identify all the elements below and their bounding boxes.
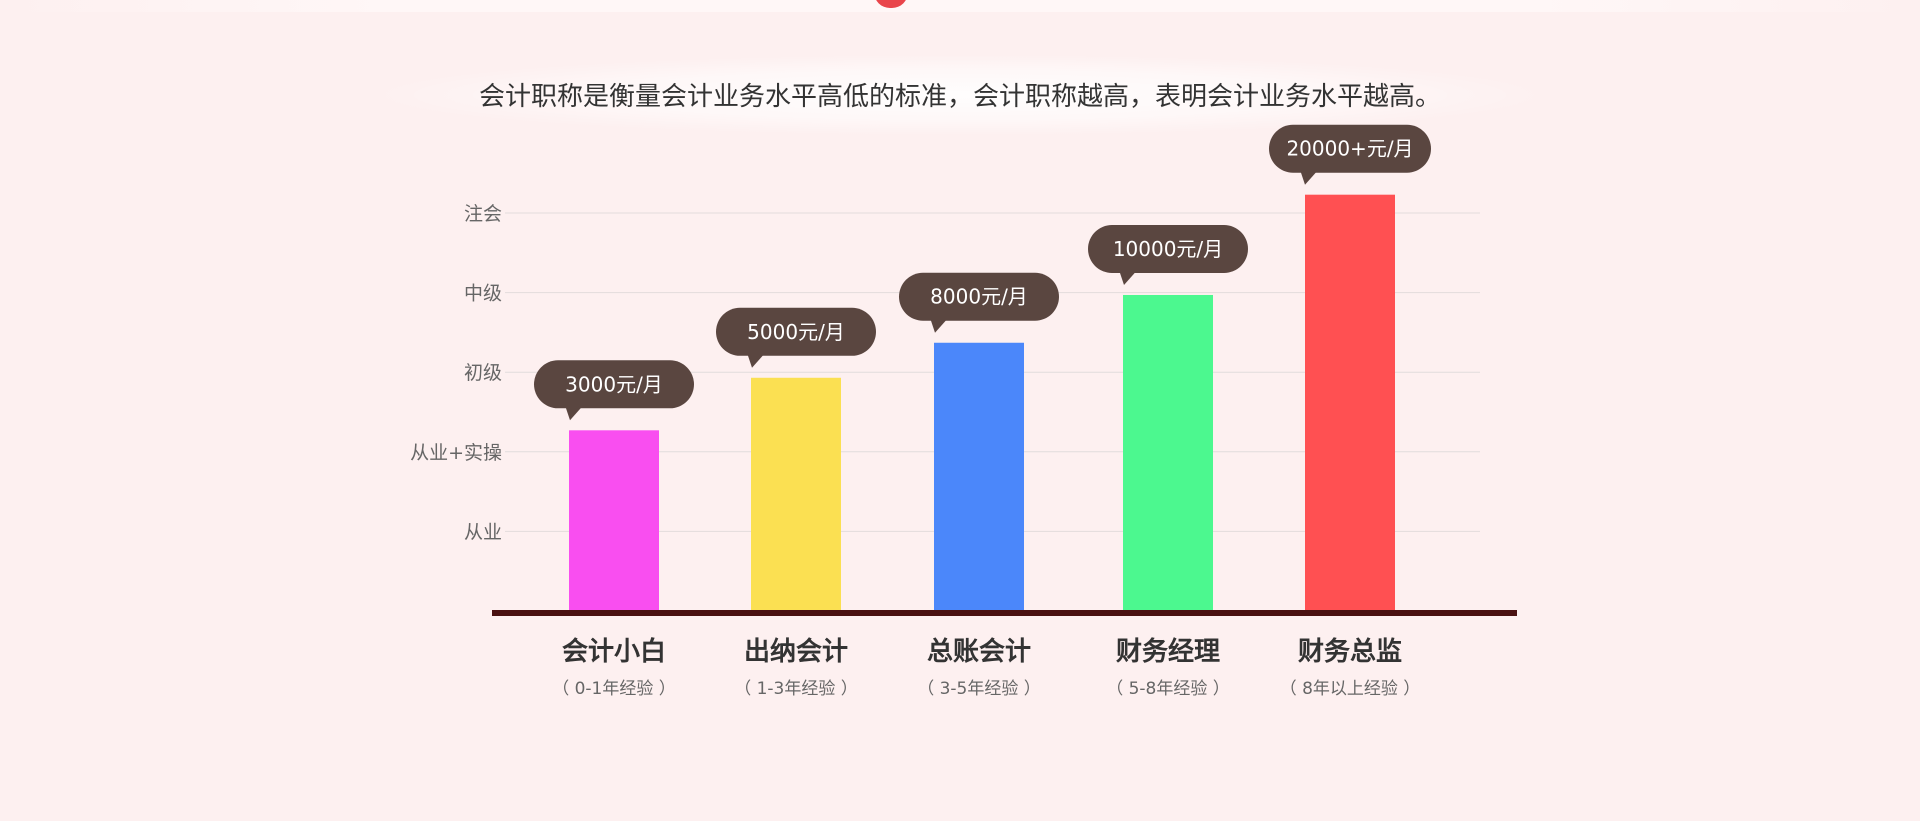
x-axis xyxy=(492,610,1517,616)
top-band xyxy=(0,0,1920,12)
title-glow xyxy=(380,55,1540,135)
bar xyxy=(751,377,841,611)
category-experience: （ 5-8年经验 ） xyxy=(1106,679,1230,699)
category-label: 财务总监 xyxy=(1298,637,1402,667)
price-bubble xyxy=(1088,224,1248,273)
y-axis-label: 注会 xyxy=(464,203,502,225)
category-experience: （ 0-1年经验 ） xyxy=(552,679,676,699)
bar xyxy=(1305,194,1395,611)
price-label: 8000元/月 xyxy=(930,285,1028,309)
category-experience: （ 3-5年经验 ） xyxy=(917,679,1041,699)
y-axis-label: 中级 xyxy=(464,283,502,305)
y-axis-label: 从业+实操 xyxy=(410,442,502,464)
category-experience: （ 1-3年经验 ） xyxy=(734,679,858,699)
price-bubble xyxy=(1269,124,1431,173)
price-bubble-tail xyxy=(1299,166,1321,185)
bar xyxy=(569,430,659,611)
top-marker xyxy=(874,0,908,8)
price-bubble-tail xyxy=(1118,266,1140,285)
price-label: 5000元/月 xyxy=(747,320,845,344)
price-bubble-tail xyxy=(564,402,586,421)
price-label: 3000元/月 xyxy=(565,372,663,396)
page-headline: 会计职称是衡量会计业务水平高低的标准，会计职称越高，表明会计业务水平越高。 xyxy=(478,82,1441,112)
price-bubble-tail xyxy=(929,314,951,333)
price-bubble xyxy=(899,272,1059,321)
price-bubble xyxy=(716,307,876,356)
price-label: 10000元/月 xyxy=(1113,237,1223,261)
category-experience: （ 8年以上经验 ） xyxy=(1280,679,1421,699)
price-label: 20000+元/月 xyxy=(1286,137,1413,161)
category-label: 出纳会计 xyxy=(744,636,848,667)
category-label: 总账会计 xyxy=(927,637,1031,667)
category-label: 财务经理 xyxy=(1116,636,1220,667)
bar xyxy=(1123,294,1213,611)
price-bubble-tail xyxy=(746,349,768,368)
category-label: 会计小白 xyxy=(562,636,666,667)
price-bubble xyxy=(534,360,694,409)
y-axis-label: 从业 xyxy=(464,521,502,543)
bar xyxy=(934,342,1024,611)
y-axis-label: 初级 xyxy=(464,362,502,384)
